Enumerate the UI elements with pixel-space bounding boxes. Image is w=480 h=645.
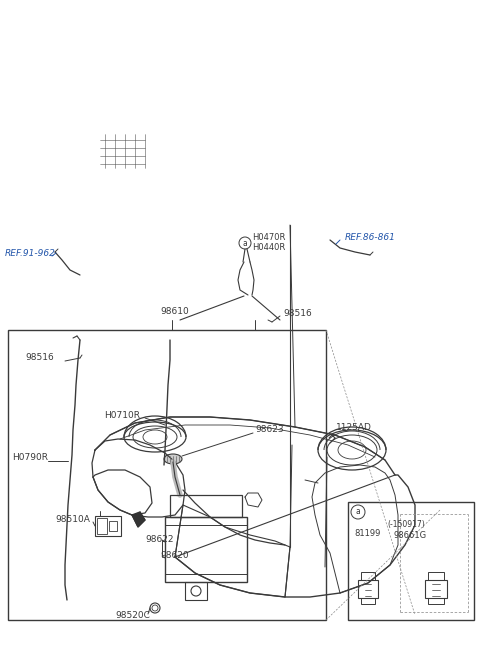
Text: 98516: 98516 [25, 353, 54, 362]
Text: 98516: 98516 [283, 308, 312, 317]
Text: 81199: 81199 [355, 530, 381, 539]
Bar [348, 502, 474, 620]
Text: H0470R: H0470R [252, 233, 286, 243]
Text: 98620: 98620 [161, 550, 189, 559]
Bar [8, 330, 326, 620]
Text: 98510A: 98510A [55, 515, 90, 524]
Bar [361, 572, 375, 580]
Text: REF.86-861: REF.86-861 [345, 232, 396, 241]
Bar [97, 518, 107, 534]
Bar [358, 580, 378, 598]
Bar [361, 598, 375, 604]
Text: a: a [242, 239, 247, 248]
Bar [170, 495, 242, 517]
Bar [109, 521, 117, 531]
Bar [428, 572, 444, 580]
Bar [428, 598, 444, 604]
Bar [425, 580, 447, 598]
Bar [95, 516, 121, 536]
Text: H0710R: H0710R [104, 410, 140, 419]
Text: H0790R: H0790R [12, 453, 48, 462]
Text: 98610: 98610 [161, 308, 190, 317]
Bar [165, 517, 247, 582]
Text: (-150917): (-150917) [387, 519, 425, 528]
Text: REF.91-962: REF.91-962 [5, 248, 56, 257]
Text: H0440R: H0440R [252, 244, 285, 252]
Bar [185, 582, 207, 600]
Polygon shape [132, 512, 145, 527]
Text: 98661G: 98661G [394, 531, 427, 541]
Text: a: a [356, 508, 360, 517]
Bar [165, 525, 247, 574]
Text: 1125AD: 1125AD [336, 424, 372, 433]
Text: 98622: 98622 [145, 535, 173, 544]
Text: 98520C: 98520C [115, 611, 150, 619]
Ellipse shape [164, 454, 182, 464]
Text: 98623: 98623 [255, 426, 284, 435]
